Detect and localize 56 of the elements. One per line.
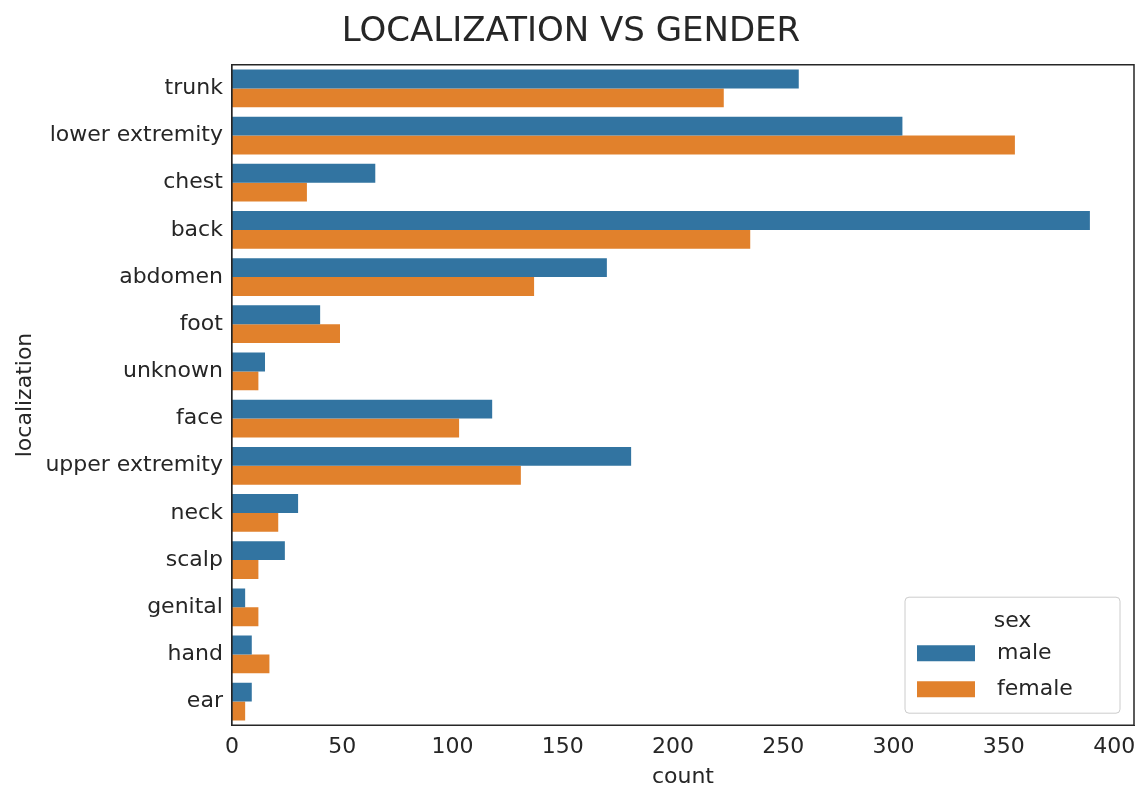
bar: [231, 418, 460, 438]
y-tick-label: lower extremity: [49, 121, 223, 147]
x-tick-label: 150: [541, 733, 584, 759]
bar: [231, 211, 1090, 230]
bar: [231, 352, 266, 372]
x-tick-label: 350: [982, 733, 1025, 759]
x-tick-label: 50: [328, 733, 357, 759]
y-tick-label: hand: [167, 640, 223, 666]
bar: [231, 541, 285, 561]
bar: [231, 635, 252, 655]
bar: [231, 305, 321, 325]
x-axis-title: count: [651, 762, 715, 788]
bar: [231, 135, 1015, 155]
x-tick-label: 200: [652, 733, 695, 759]
y-tick-label: trunk: [164, 74, 224, 100]
bar: [231, 69, 799, 89]
y-tick-label: foot: [179, 309, 224, 335]
x-tick-label: 300: [872, 733, 915, 759]
y-axis-title: localization: [10, 332, 36, 458]
y-tick-label: scalp: [165, 545, 223, 571]
y-tick-label: back: [170, 215, 224, 241]
chart-title: LOCALIZATION VS GENDER: [341, 9, 801, 50]
bar: [231, 116, 903, 136]
y-tick-label: unknown: [122, 357, 223, 383]
bar: [231, 512, 279, 532]
legend-label: female: [997, 674, 1073, 700]
bar: [231, 607, 259, 627]
bar: [231, 88, 724, 108]
bar: [231, 588, 246, 608]
bar: [231, 399, 493, 419]
bar: [231, 465, 521, 485]
x-tick-label: 400: [1093, 733, 1136, 759]
x-tick-label: 100: [431, 733, 474, 759]
y-tick-label: genital: [147, 592, 223, 618]
y-tick-label: face: [176, 404, 223, 430]
bar: [231, 654, 270, 674]
legend-label: male: [997, 638, 1052, 664]
bar: [231, 560, 259, 579]
bar: [231, 163, 376, 183]
bar: [231, 324, 340, 344]
bar: [231, 258, 607, 278]
legend-title: sex: [993, 606, 1032, 632]
x-tick-label: 0: [224, 733, 239, 759]
y-tick-label: ear: [186, 687, 224, 713]
bar: [231, 371, 259, 391]
bar: [231, 682, 252, 702]
bar: [231, 494, 299, 513]
x-tick-label: 250: [762, 733, 805, 759]
bar: [231, 182, 307, 202]
y-tick-label: upper extremity: [45, 451, 223, 477]
bar: [231, 446, 632, 466]
bar: [231, 229, 751, 249]
y-tick-label: chest: [163, 168, 224, 194]
y-tick-label: neck: [170, 498, 224, 524]
bar: [231, 277, 535, 296]
y-tick-label: abdomen: [119, 262, 223, 288]
